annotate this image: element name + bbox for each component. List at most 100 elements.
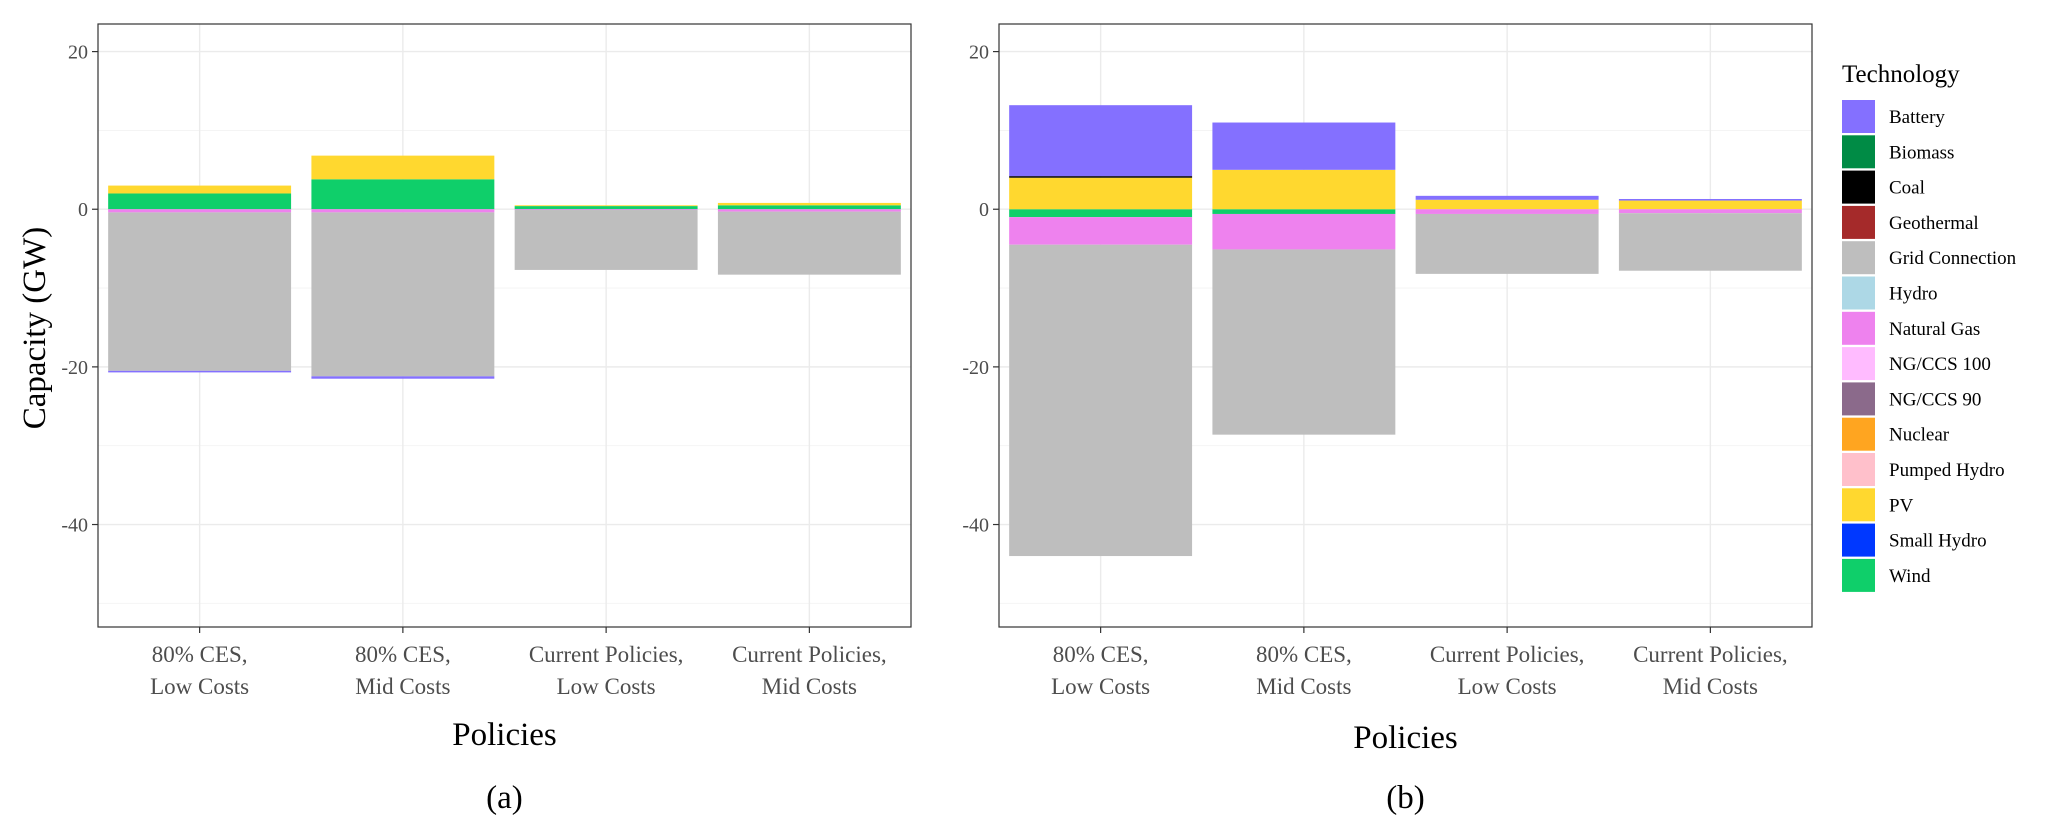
chart-panel-b: 20 0 -20 -40 80% CES, Low Costs 80% CES, Mid C… — [962, 23, 1813, 816]
x-tick-label: Current Policies, Mid Costs — [732, 642, 887, 699]
bar-segment-natural-gas — [1618, 209, 1802, 214]
legend-item-wind: Wind — [1842, 558, 1931, 592]
legend-swatch — [1842, 311, 1875, 345]
legend-label: Pumped Hydro — [1889, 460, 2005, 481]
legend-item-natural-gas: Natural Gas — [1842, 311, 1980, 345]
legend-item-small-hydro: Small Hydro — [1842, 523, 1987, 557]
legend-item-battery: Battery — [1842, 100, 1945, 133]
x-tick-label: Current Policies, Mid Costs — [1633, 642, 1788, 699]
legend-swatch — [1842, 488, 1875, 522]
bar-segment-natural-gas — [1009, 217, 1193, 245]
legend-swatch — [1842, 347, 1875, 381]
legend-label: Battery — [1889, 107, 1945, 128]
x-tick-label: 80% CES, Mid Costs — [355, 642, 451, 699]
legend-label: Wind — [1889, 566, 1931, 587]
y-tick-label: -20 — [61, 357, 88, 379]
panel-b-x-ticks: 80% CES, Low Costs 80% CES, Mid Costs Curren… — [1051, 627, 1788, 699]
bar-segment-wind — [311, 179, 495, 210]
legend-title: Technology — [1842, 61, 1960, 88]
legend-label: Coal — [1889, 178, 1925, 199]
legend-item-geothermal: Geothermal — [1842, 205, 1979, 239]
x-tick-label: Current Policies, Low Costs — [1430, 642, 1585, 699]
legend-label: Geothermal — [1889, 213, 1979, 234]
bar-segment-battery — [1212, 122, 1396, 170]
legend-label: NG/CCS 100 — [1889, 354, 1991, 375]
legend-item-coal: Coal — [1842, 170, 1925, 204]
panel-a-bars — [108, 155, 901, 379]
x-tick-label: Current Policies, Low Costs — [529, 642, 684, 699]
panel-a-label: (a) — [486, 780, 523, 816]
x-tick-label: 80% CES, Low Costs — [1051, 642, 1150, 699]
panel-b-bars — [1009, 105, 1802, 557]
bar-segment-grid-connection — [717, 211, 901, 275]
legend-swatch — [1842, 453, 1875, 486]
y-tick-label: -40 — [61, 515, 88, 537]
y-tick-label: -40 — [962, 515, 989, 537]
legend-label: Grid Connection — [1889, 248, 2017, 269]
bar-segment-battery — [1415, 195, 1599, 200]
bar-segment-natural-gas — [1212, 213, 1396, 250]
bar-segment-wind — [717, 205, 901, 210]
legend-item-pv: PV — [1842, 488, 1914, 522]
bar-segment-pv — [1009, 177, 1193, 210]
bar-segment-grid-connection — [311, 212, 495, 377]
legend-label: Nuclear — [1889, 425, 1950, 446]
panel-b-border — [998, 23, 1813, 628]
panel-a-border — [97, 23, 912, 628]
bar-segment-grid-connection — [1415, 213, 1599, 274]
legend-swatch — [1842, 135, 1875, 169]
y-tick-label: -20 — [962, 357, 989, 379]
legend-swatch — [1842, 382, 1875, 416]
panel-b-x-axis-title: Policies — [1353, 720, 1458, 756]
panel-a-y-ticks: 20 0 -20 -40 — [61, 42, 98, 537]
legend-items: Battery Biomass Coal Geothermal Grid Connect… — [1842, 100, 2017, 592]
legend-label: Natural Gas — [1889, 319, 1980, 340]
bar-segment-natural-gas — [1415, 209, 1599, 214]
bar-segment-wind — [1009, 209, 1193, 218]
bar-segment-battery — [311, 376, 495, 379]
legend-item-biomass: Biomass — [1842, 135, 1954, 169]
chart-panel-a: 20 0 -20 -40 80% CES, Low Costs 80% CES, Mid C… — [61, 23, 912, 816]
legend: Technology Battery Biomass Coal Geothermal G… — [1842, 61, 2017, 592]
panel-b-label: (b) — [1386, 780, 1424, 816]
bar-segment-natural-gas — [311, 209, 495, 213]
bar-segment-natural-gas — [108, 209, 292, 213]
y-tick-label: 20 — [969, 42, 989, 64]
legend-label: Small Hydro — [1889, 531, 1987, 552]
legend-item-grid-connection: Grid Connection — [1842, 241, 2017, 275]
legend-swatch — [1842, 417, 1875, 451]
legend-swatch — [1842, 276, 1875, 310]
legend-label: NG/CCS 90 — [1889, 389, 1981, 410]
legend-item-pumped-hydro: Pumped Hydro — [1842, 453, 2005, 486]
legend-item-nuclear: Nuclear — [1842, 417, 1950, 451]
x-tick-label: 80% CES, Mid Costs — [1256, 642, 1352, 699]
bar-segment-pv — [108, 185, 292, 194]
bar-segment-battery — [1618, 198, 1802, 201]
legend-item-hydro: Hydro — [1842, 276, 1938, 310]
y-tick-label: 20 — [68, 42, 88, 64]
y-tick-label: 0 — [979, 199, 989, 221]
bar-segment-pv — [1618, 200, 1802, 210]
bar-segment-wind — [1212, 209, 1396, 214]
legend-label: Biomass — [1889, 142, 1954, 163]
bar-segment-battery — [108, 370, 292, 373]
bar-segment-wind — [514, 206, 698, 210]
legend-swatch — [1842, 205, 1875, 239]
x-tick-label: 80% CES, Low Costs — [150, 642, 249, 699]
legend-item-ng-ccs-90: NG/CCS 90 — [1842, 382, 1981, 416]
legend-swatch — [1842, 523, 1875, 557]
legend-swatch — [1842, 100, 1875, 133]
bar-segment-pv — [514, 205, 698, 207]
bar-segment-pv — [717, 202, 901, 206]
legend-swatch — [1842, 241, 1875, 275]
legend-label: Hydro — [1889, 284, 1938, 305]
bar-segment-pv — [1415, 199, 1599, 210]
y-tick-label: 0 — [78, 199, 88, 221]
bar-segment-grid-connection — [514, 210, 698, 270]
bar-segment-grid-connection — [1212, 249, 1396, 435]
bar-segment-natural-gas — [514, 209, 698, 211]
panel-a-x-axis-title: Policies — [452, 717, 557, 753]
bar-segment-natural-gas — [717, 209, 901, 212]
y-axis-title: Capacity (GW) — [17, 227, 53, 430]
bar-segment-grid-connection — [1618, 213, 1802, 271]
